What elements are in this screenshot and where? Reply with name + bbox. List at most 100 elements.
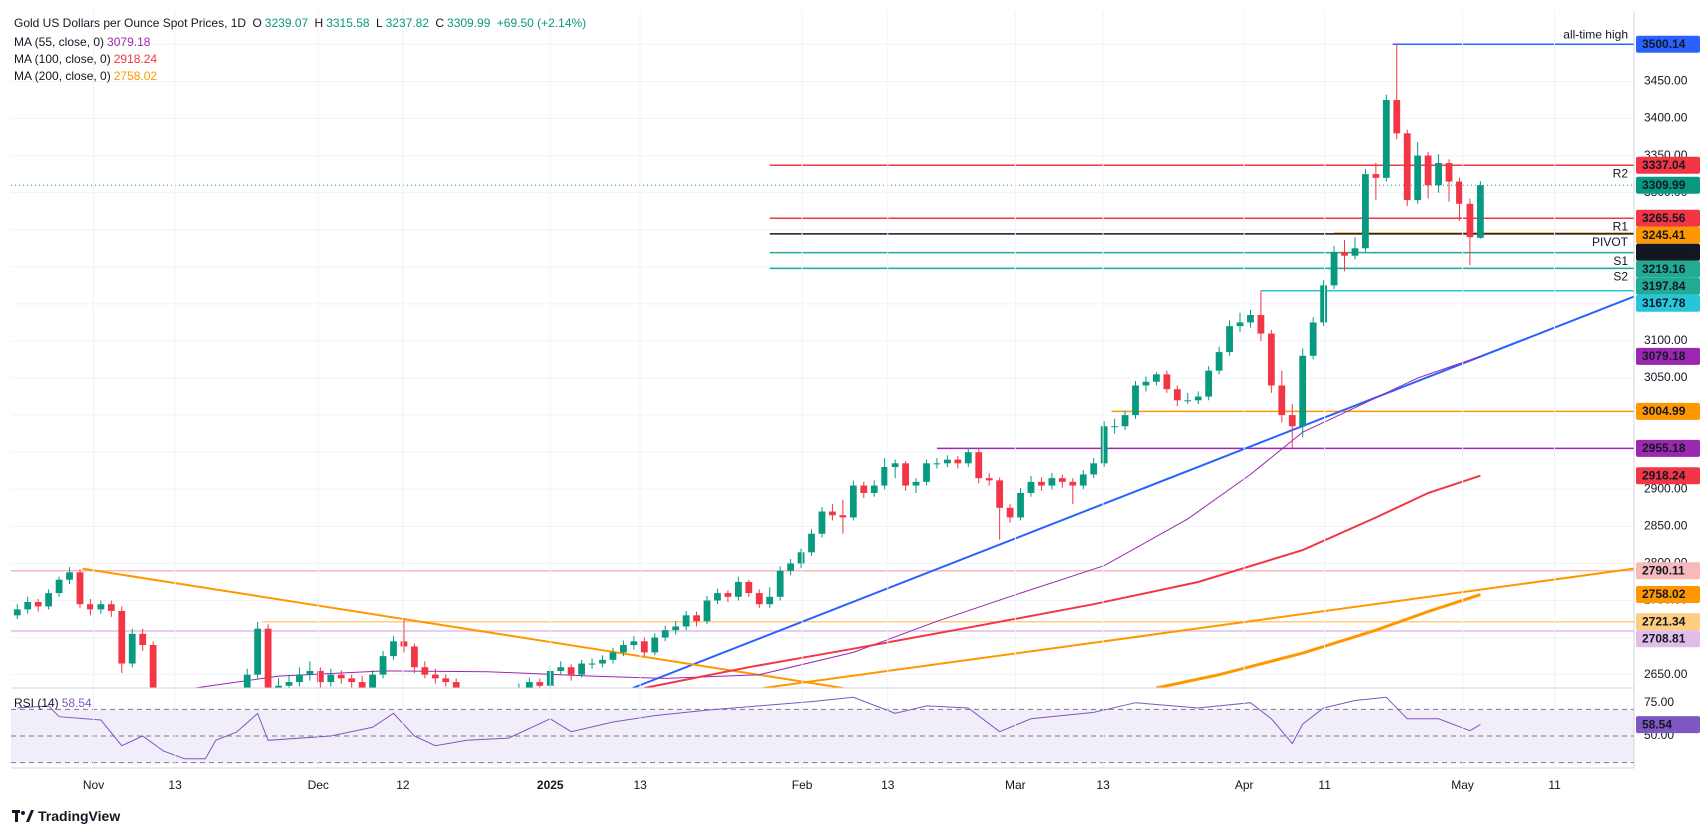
rsi-pane — [11, 696, 1634, 764]
ohlc-value: 3239.07 — [264, 16, 309, 30]
candle-body — [285, 682, 293, 686]
price-badge-label: 2955.18 — [1642, 441, 1686, 455]
candle-body — [766, 596, 774, 605]
candle-body — [1236, 322, 1244, 327]
candle-body — [306, 670, 314, 675]
candle-body — [734, 581, 742, 597]
candle-body — [640, 641, 648, 653]
candle-body — [390, 641, 397, 657]
candle-body — [1393, 99, 1401, 134]
y-tick-label: 2850.00 — [1644, 519, 1688, 533]
candle-body — [1309, 322, 1317, 356]
x-tick-label: May — [1451, 778, 1474, 792]
price-badge-label: 3309.99 — [1642, 178, 1686, 192]
x-tick-label: 2025 — [537, 778, 564, 792]
candle-body — [599, 659, 606, 664]
candle-body — [912, 481, 920, 486]
ohlc-value: 3309.99 — [447, 16, 491, 30]
candle-body — [1424, 155, 1432, 186]
price-badge-label: 3167.78 — [1642, 296, 1686, 310]
title: Gold US Dollars per Ounce Spot Prices, 1… — [14, 16, 247, 30]
candle-body — [745, 581, 753, 594]
ma-value: 2758.02 — [113, 69, 158, 83]
level-name: all-time high — [1563, 27, 1628, 41]
x-tick-label: 11 — [1318, 778, 1331, 792]
x-tick-label: 13 — [168, 778, 182, 792]
candle-body — [452, 682, 460, 688]
price-badge — [1636, 226, 1700, 244]
candle-body — [411, 646, 418, 668]
candle-body — [1456, 181, 1463, 204]
candle-body — [829, 511, 836, 516]
candle-body — [933, 463, 941, 465]
rsi-value: 58.54 — [61, 696, 92, 710]
candle-body — [1351, 248, 1359, 256]
candle-body — [630, 641, 638, 645]
ma-legend-row: MA (100, close, 0) 2918.24 — [14, 51, 160, 68]
price-badge-label: 2708.81 — [1642, 631, 1686, 645]
candle-body — [1476, 185, 1484, 238]
candle-body — [985, 478, 993, 481]
candle-body — [797, 552, 805, 564]
price-badge-label: 2918.24 — [1642, 468, 1686, 482]
candle-body — [316, 670, 324, 683]
price-badge-label: 3265.56 — [1642, 211, 1686, 225]
candle-body — [442, 678, 450, 683]
candle-body — [1382, 99, 1390, 178]
price-badge — [1636, 562, 1700, 580]
candle-body — [128, 633, 136, 664]
candle-body — [525, 682, 533, 688]
candle-body — [714, 593, 721, 601]
rsi-name: RSI (14) — [14, 696, 59, 710]
candle-body — [557, 667, 565, 671]
x-tick-label: 11 — [1548, 778, 1561, 792]
candle-body — [693, 615, 700, 622]
ohlc-label: C — [435, 16, 445, 30]
candle-body — [76, 572, 84, 605]
x-tick-label: Apr — [1235, 778, 1254, 792]
trend-line — [82, 567, 844, 688]
candle-body — [1194, 396, 1202, 401]
price-badge — [1636, 630, 1700, 648]
moving-average — [194, 355, 1481, 688]
brand-name: TradingView — [38, 808, 121, 824]
level-name: S2 — [1613, 270, 1628, 284]
candle-body — [1069, 481, 1077, 486]
ohlc-label: H — [314, 16, 324, 30]
candle-body — [254, 628, 262, 675]
candle-body — [55, 579, 63, 594]
candle-body — [609, 652, 617, 660]
ma-name: MA (55, close, 0) — [14, 35, 105, 49]
candle-body — [1288, 415, 1296, 427]
candle-body — [1017, 492, 1024, 518]
candle-body — [849, 485, 857, 518]
brand: TradingView — [12, 808, 120, 824]
price-badge-label: 3004.99 — [1642, 404, 1686, 418]
candle-body — [1111, 426, 1118, 428]
candle-body — [1362, 174, 1369, 249]
y-tick-label: 2900.00 — [1644, 481, 1688, 495]
candle-body — [118, 610, 126, 664]
candle-body — [516, 689, 523, 693]
candle-body — [839, 515, 847, 518]
price-badge — [1636, 176, 1700, 194]
trend-line — [763, 567, 1634, 688]
candle-body — [1278, 385, 1286, 416]
candle-body — [870, 485, 878, 493]
x-tick-label: Dec — [308, 778, 329, 792]
price-badge-label: 3245.41 — [1642, 228, 1686, 242]
candle-body — [97, 604, 105, 610]
price-badge — [1636, 402, 1700, 420]
candle-body — [87, 604, 94, 610]
candle-body — [661, 630, 669, 638]
price-badge-label: 3197.84 — [1642, 279, 1686, 293]
price-badge-label: 2758.02 — [1642, 587, 1686, 601]
candle-body — [1048, 478, 1056, 486]
candle-body — [651, 637, 659, 653]
candle-body — [337, 674, 345, 679]
candle-body — [243, 674, 251, 688]
candle-body — [369, 674, 376, 688]
price-badge — [1636, 439, 1700, 457]
price-badge — [1636, 294, 1700, 312]
candle-body — [264, 628, 272, 688]
